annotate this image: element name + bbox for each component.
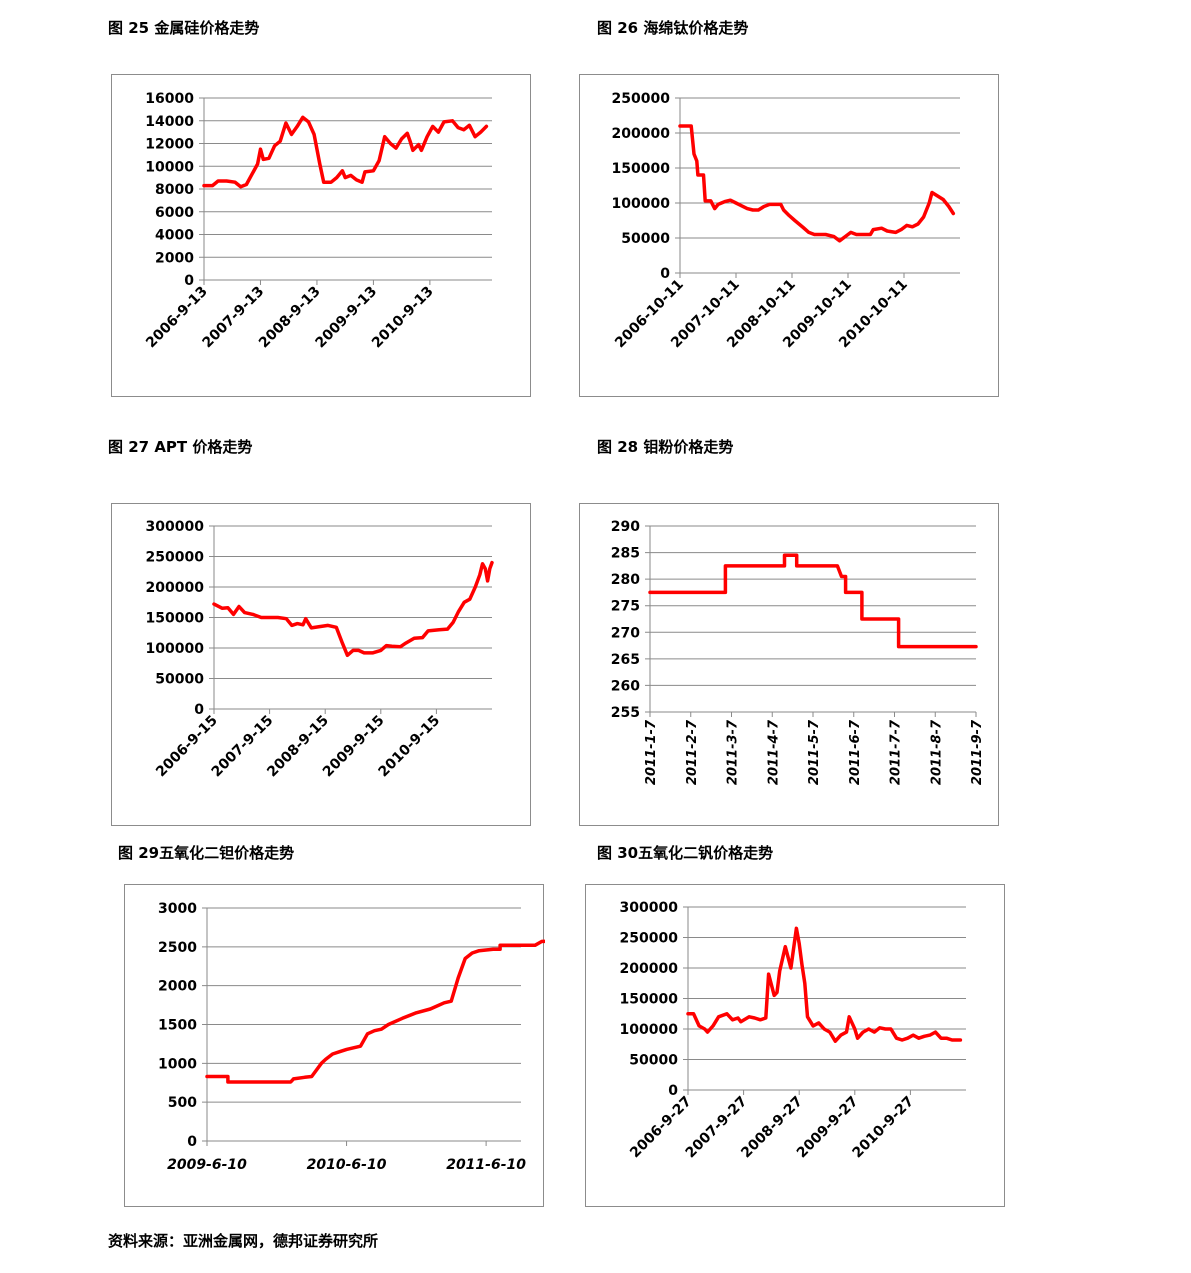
y-tick-label: 500 [168, 1095, 197, 1111]
y-tick-label: 300000 [146, 519, 205, 535]
y-tick-label: 150000 [620, 992, 679, 1008]
y-tick-label: 50000 [629, 1053, 678, 1069]
y-tick-label: 290 [611, 519, 640, 535]
y-tick-label: 0 [187, 1134, 197, 1150]
x-tick-label: 2009-6-10 [167, 1157, 247, 1173]
silicon-price-chart: 0 2000 4000 6000 8000 10000 12000 14000 16000 200… [111, 74, 531, 397]
apt-price-svg: 0500001000001500002000002500003000002006… [146, 519, 494, 780]
sponge-titanium-price-chart: 0 50000 100000 150000 200000 250000 2006-10-11… [579, 74, 999, 397]
vanadium-pentoxide-price-svg: 0500001000001500002000002500003000002006… [620, 900, 966, 1161]
y-tick-label: 150000 [612, 161, 671, 177]
x-tick-label: 2011-8-7 [929, 719, 944, 785]
y-tick-label: 12000 [145, 137, 194, 153]
price-series-line [648, 553, 978, 649]
x-tick-label: 2011-2-7 [685, 719, 700, 785]
y-tick-label: 2000 [155, 250, 194, 266]
y-tick-label: 0 [668, 1083, 678, 1099]
chart-caption-27: 图 27 APT 价格走势 [108, 438, 253, 456]
y-tick-label: 265 [611, 652, 640, 668]
tantalum-pentoxide-price-chart: 0 500 1000 1500 2000 2500 3000 2009-6-10 2010-6-… [124, 884, 545, 1207]
y-tick-label: 8000 [155, 182, 194, 198]
y-tick-label: 0 [194, 702, 204, 718]
price-series-line [212, 560, 494, 658]
y-tick-label: 3000 [158, 901, 197, 917]
x-tick-label: 2010-6-10 [307, 1157, 387, 1173]
y-tick-label: 50000 [155, 672, 204, 688]
y-tick-label: 2000 [158, 979, 197, 995]
price-series-line [686, 926, 963, 1043]
y-tick-label: 1500 [158, 1018, 197, 1034]
x-tick-label: 2011-4-7 [766, 719, 781, 785]
chart-caption-29: 图 29五氧化二钽价格走势 [118, 844, 295, 862]
y-tick-label: 2500 [158, 940, 197, 956]
y-tick-label: 100000 [146, 641, 205, 657]
x-tick-label: 2011-6-10 [446, 1157, 526, 1173]
y-tick-label: 1000 [158, 1056, 197, 1072]
x-tick-label: 2011-9-7 [970, 719, 985, 785]
molybdenum-powder-price-chart: 255 260 265 270 275 280 285 290 2011-1-7 2011-2-7… [579, 503, 999, 826]
y-tick-label: 50000 [621, 231, 670, 247]
x-tick-label: 2010-9-13 [369, 284, 437, 352]
y-tick-label: 300000 [620, 900, 679, 916]
y-tick-label: 0 [660, 266, 670, 282]
y-tick-label: 0 [184, 273, 194, 289]
sponge-titanium-price-svg: 0500001000001500002000002500002006-10-11… [612, 91, 960, 351]
price-series-line [678, 124, 956, 243]
x-tick-label: 2011-3-7 [726, 719, 741, 785]
tantalum-pentoxide-price-svg: 0 500 1000 1500 2000 2500 3000 2009-6-10 2010-6-… [158, 901, 545, 1173]
y-tick-label: 250000 [612, 91, 671, 107]
x-tick-label: 2011-1-7 [644, 719, 659, 785]
x-tick-label: 2011-7-7 [889, 719, 904, 785]
y-tick-label: 250000 [620, 931, 679, 947]
y-tick-label: 10000 [145, 159, 194, 175]
silicon-price-svg: 0200040006000800010000120001400016000200… [143, 91, 492, 352]
chart-caption-25: 图 25 金属硅价格走势 [108, 19, 260, 37]
vanadium-pentoxide-price-chart: 0 50000 100000 150000 200000 250000 300000 2006… [585, 884, 1005, 1207]
chart-caption-26: 图 26 海绵钛价格走势 [597, 19, 749, 37]
y-tick-label: 250000 [146, 550, 205, 566]
y-tick-label: 200000 [146, 580, 205, 596]
y-tick-label: 280 [611, 572, 640, 588]
chart-caption-28: 图 28 钼粉价格走势 [597, 438, 734, 456]
y-tick-label: 285 [611, 546, 640, 562]
source-note: 资料来源：亚洲金属网，德邦证券研究所 [108, 1232, 379, 1250]
y-tick-label: 4000 [155, 228, 194, 244]
y-tick-label: 150000 [146, 611, 205, 627]
y-tick-label: 260 [611, 678, 640, 694]
price-series-line [202, 115, 489, 189]
x-tick-label: 2011-6-7 [848, 719, 863, 785]
y-tick-label: 200000 [612, 126, 671, 142]
y-tick-label: 255 [611, 705, 640, 721]
y-tick-label: 275 [611, 599, 640, 615]
molybdenum-powder-price-svg: 255 260 265 270 275 280 285 290 2011-1-7 2011-2-7… [611, 519, 985, 785]
y-tick-label: 270 [611, 625, 640, 641]
y-tick-label: 100000 [612, 196, 671, 212]
price-series-line [205, 939, 545, 1084]
y-tick-label: 100000 [620, 1022, 679, 1038]
y-tick-label: 14000 [145, 114, 194, 130]
x-tick-label: 2011-5-7 [807, 719, 822, 785]
y-tick-label: 200000 [620, 961, 679, 977]
chart-caption-30: 图 30五氧化二钒价格走势 [597, 844, 774, 862]
apt-price-chart: 0 50000 100000 150000 200000 250000 300000 2006… [111, 503, 531, 826]
y-tick-label: 6000 [155, 205, 194, 221]
y-tick-label: 16000 [145, 91, 194, 107]
